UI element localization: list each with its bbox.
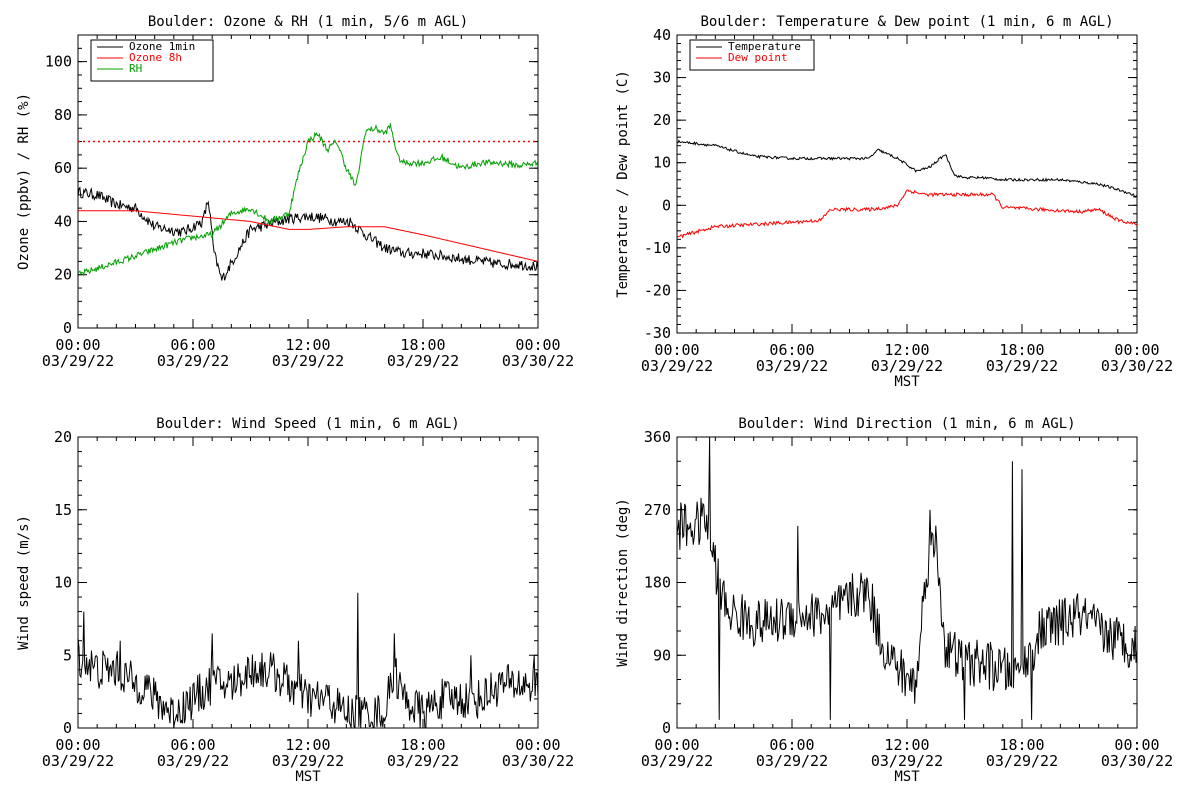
x-tick-time-label: 06:00 [769, 341, 814, 359]
x-tick-date-label: 03/29/22 [641, 752, 713, 770]
x-tick-time-label: 12:00 [285, 336, 330, 354]
x-tick-time-label: 06:00 [769, 736, 814, 754]
chart-ozone: Boulder: Ozone & RH (1 min, 5/6 m AGL) 0 2… [16, 14, 574, 370]
x-tick-date-label: 03/29/22 [42, 352, 114, 370]
legend-label: RH [129, 62, 142, 75]
x-tick-time-label: 00:00 [515, 336, 560, 354]
x-tick-date-label: 03/29/22 [42, 752, 114, 770]
x-tick-date-label: 03/29/22 [871, 752, 943, 770]
x-tick-date-label: 03/29/22 [387, 352, 459, 370]
x-tick-date-label: 03/29/22 [986, 357, 1058, 375]
y-tick-label: 360 [644, 428, 671, 446]
x-tick-date-label: 03/30/22 [502, 352, 574, 370]
x-tick-time-label: 18:00 [999, 736, 1044, 754]
chart-temp: Boulder: Temperature & Dew point (1 min,… [615, 14, 1173, 390]
x-tick-date-label: 03/30/22 [1101, 752, 1173, 770]
series-line-ozone-8h [78, 210, 538, 262]
y-tick-label: 20 [54, 428, 72, 446]
series-line-dew-point [677, 189, 1137, 239]
legend-box [689, 39, 815, 71]
legend-label: Ozone 1min [129, 40, 195, 53]
x-tick-time-label: 00:00 [515, 736, 560, 754]
plot-frame [676, 436, 1138, 729]
x-tick-time-label: 00:00 [55, 736, 100, 754]
y-tick-label: 20 [653, 111, 671, 129]
x-tick-time-label: 06:00 [170, 336, 215, 354]
x-tick-time-label: 12:00 [285, 736, 330, 754]
x-tick-time-label: 18:00 [400, 736, 445, 754]
x-tick-time-label: 18:00 [400, 336, 445, 354]
x-tick-date-label: 03/29/22 [871, 357, 943, 375]
x-tick-date-label: 03/29/22 [756, 357, 828, 375]
y-tick-label: 40 [653, 26, 671, 44]
y-tick-label: 80 [54, 106, 72, 124]
series-line-ozone-1min [78, 186, 538, 281]
x-tick-time-label: 00:00 [654, 736, 699, 754]
x-tick-date-label: 03/29/22 [641, 357, 713, 375]
x-tick-date-label: 03/29/22 [986, 752, 1058, 770]
x-tick-date-label: 03/29/22 [157, 752, 229, 770]
y-tick-label: 100 [45, 53, 72, 71]
y-tick-label: 15 [54, 501, 72, 519]
x-axis-label: MST [894, 769, 920, 785]
x-tick-date-label: 03/29/22 [756, 752, 828, 770]
x-tick-date-label: 03/30/22 [502, 752, 574, 770]
y-axis-label: Temperature / Dew point (C) [615, 70, 631, 298]
chart-wspd: Boulder: Wind Speed (1 min, 6 m AGL) 0 5 10… [16, 416, 574, 785]
y-tick-label: 10 [653, 154, 671, 172]
chart-title: Boulder: Temperature & Dew point (1 min,… [700, 14, 1113, 30]
y-tick-label: 5 [63, 646, 72, 664]
x-axis-label: MST [295, 769, 321, 785]
x-tick-date-label: 03/29/22 [272, 352, 344, 370]
x-tick-time-label: 00:00 [654, 341, 699, 359]
plot-frame [676, 34, 1138, 334]
y-tick-label: -20 [644, 281, 671, 299]
x-tick-date-label: 03/29/22 [157, 352, 229, 370]
y-tick-label: 40 [54, 212, 72, 230]
y-tick-label: 10 [54, 574, 72, 592]
x-tick-time-label: 00:00 [1114, 736, 1159, 754]
x-tick-date-label: 03/29/22 [387, 752, 459, 770]
x-tick-time-label: 00:00 [1114, 341, 1159, 359]
series-line-wdir [677, 437, 1137, 720]
y-tick-label: 30 [653, 69, 671, 87]
y-tick-label: 180 [644, 574, 671, 592]
y-axis-label: Wind speed (m/s) [16, 515, 32, 650]
chart-title: Boulder: Ozone & RH (1 min, 5/6 m AGL) [148, 14, 468, 30]
chart-wdir: Boulder: Wind Direction (1 min, 6 m AGL)… [615, 416, 1173, 785]
x-tick-time-label: 12:00 [884, 736, 929, 754]
legend-label: Dew point [728, 51, 788, 64]
plot-frame [77, 436, 539, 729]
series-line-temperature [677, 139, 1137, 198]
x-tick-date-label: 03/29/22 [272, 752, 344, 770]
x-tick-time-label: 18:00 [999, 341, 1044, 359]
x-tick-time-label: 00:00 [55, 336, 100, 354]
x-tick-time-label: 12:00 [884, 341, 929, 359]
y-axis-label: Ozone (ppbv) / RH (%) [16, 93, 32, 270]
series-line-wspd [78, 592, 538, 728]
y-tick-label: 90 [653, 646, 671, 664]
y-tick-label: 0 [662, 196, 671, 214]
y-tick-label: 270 [644, 501, 671, 519]
y-tick-label: 0 [63, 319, 72, 337]
chart-title: Boulder: Wind Direction (1 min, 6 m AGL) [738, 416, 1075, 432]
legend-label: Ozone 8h [129, 51, 182, 64]
x-axis-label: MST [894, 374, 920, 390]
y-tick-label: 0 [63, 719, 72, 737]
x-tick-date-label: 03/30/22 [1101, 357, 1173, 375]
y-tick-label: 0 [662, 719, 671, 737]
legend-label: Temperature [728, 40, 801, 53]
y-tick-label: 60 [54, 159, 72, 177]
y-axis-label: Wind direction (deg) [615, 498, 631, 667]
chart-title: Boulder: Wind Speed (1 min, 6 m AGL) [156, 416, 459, 432]
y-tick-label: 20 [54, 266, 72, 284]
x-tick-time-label: 06:00 [170, 736, 215, 754]
series-line-rh [78, 123, 538, 277]
y-tick-label: -10 [644, 239, 671, 257]
y-tick-label: -30 [644, 324, 671, 342]
